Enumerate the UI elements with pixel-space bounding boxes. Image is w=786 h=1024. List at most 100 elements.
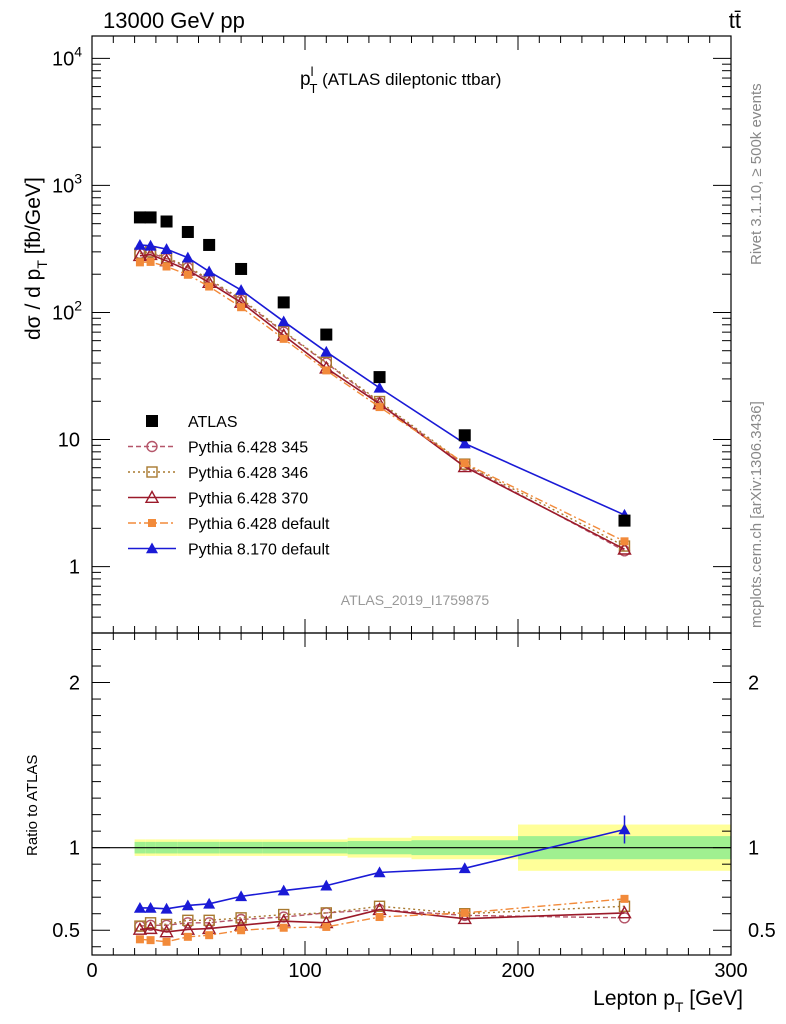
point-p8def [458, 437, 471, 449]
x-axis-label: Lepton pT [GeV] [593, 987, 743, 1015]
legend-label: Pythia 6.428 370 [188, 491, 308, 508]
header-left: 13000 GeV pp [103, 8, 245, 33]
legend-label: ATLAS [188, 414, 238, 431]
point-p346 [235, 912, 247, 924]
axes: 0 100 200 300 1 10 102 103 104 0.5 0.5 1 1 2 2 [52, 36, 776, 982]
point-p8def [144, 239, 157, 251]
y-tick-label: 102 [52, 297, 82, 324]
point-p6def [279, 923, 288, 932]
point-p6def [183, 270, 192, 279]
ratio-line-p345 [139, 908, 625, 927]
point-p8def [373, 866, 386, 878]
point-p8def [277, 315, 290, 327]
ratio-tick-label-right: 0.5 [748, 920, 776, 942]
y-tick-label: 104 [52, 43, 82, 70]
point-p8def [235, 284, 248, 295]
atlas-point [277, 296, 290, 309]
point-p6def [620, 894, 629, 903]
atlas-point [373, 371, 386, 384]
point-p8def [133, 901, 146, 913]
point-p6def [375, 913, 384, 922]
atlas-point [203, 238, 216, 251]
x-tick-label: 0 [86, 960, 97, 982]
atlas-point [458, 429, 471, 442]
legend: ATLAS Pythia 6.428 345 Pythia 6.428 346 Pyt… [128, 414, 330, 559]
ratio-bands [92, 824, 731, 871]
legend-label: Pythia 6.428 default [188, 516, 330, 533]
mcplots-label: mcplots.cern.ch [arXiv:1306.3436] [748, 401, 765, 628]
point-p346 [182, 914, 194, 927]
ratio-tick-label-right: 1 [748, 838, 759, 860]
point-p6def [146, 257, 155, 266]
legend-entry-p370: Pythia 6.428 370 [128, 490, 308, 508]
legend-label: Pythia 6.428 345 [188, 440, 308, 457]
x-tick-label: 300 [714, 960, 747, 982]
point-p8def [144, 901, 157, 913]
legend-marker [146, 542, 158, 554]
main-line-p345 [139, 252, 625, 552]
y-tick-label: 103 [52, 170, 82, 197]
point-p6def [620, 537, 629, 546]
point-p346 [278, 908, 290, 921]
point-p370 [617, 541, 632, 555]
point-p8def [373, 381, 386, 393]
legend-marker [146, 440, 158, 453]
point-p6def [237, 303, 246, 312]
point-p6def [205, 931, 214, 940]
point-p370 [617, 905, 632, 919]
ratio-tick-label-left: 1 [69, 838, 80, 860]
legend-entry-p345: Pythia 6.428 345 [128, 440, 308, 457]
plot-title-rest: (ATLAS dileptonic ttbar) [317, 70, 501, 89]
point-p6def [237, 926, 246, 935]
point-p6def [162, 937, 171, 946]
ratio-tick-label-left: 2 [69, 673, 80, 695]
point-p6def [135, 935, 144, 944]
point-p8def [203, 265, 216, 277]
point-p370 [159, 924, 174, 938]
ratio-tick-label-left: 0.5 [52, 920, 80, 942]
main-line-p346 [139, 251, 625, 547]
point-p6def [460, 908, 469, 917]
atlas-point [320, 328, 333, 341]
point-p8def [181, 251, 194, 263]
ratio-series-p370 [132, 902, 632, 938]
point-p8def [458, 862, 471, 874]
point-p6def [135, 258, 144, 267]
point-p8def [160, 243, 173, 254]
x-tick-label: 100 [288, 960, 321, 982]
y-tick-label: 1 [69, 557, 80, 579]
ratio-series-p6def [135, 894, 629, 946]
atlas-point [160, 215, 173, 228]
atlas-point [618, 514, 631, 527]
y-tick-label: 10 [58, 430, 80, 452]
legend-label: Pythia 6.428 346 [188, 465, 308, 482]
atlas-point [146, 415, 158, 427]
point-p370 [457, 911, 472, 925]
point-p6def [375, 403, 384, 412]
main-line-p370 [139, 253, 625, 550]
rivet-label: Rivet 3.1.10, ≥ 500k events [748, 83, 765, 265]
point-p346 [459, 458, 471, 470]
plot-title-sup: l [311, 64, 314, 79]
atlas-point [235, 262, 248, 275]
point-p8def [235, 890, 248, 902]
point-p6def [205, 282, 214, 291]
atlas-point [181, 225, 194, 238]
plot-title-sub: T [309, 81, 317, 96]
main-series-p6def [135, 257, 629, 546]
point-p6def [146, 936, 155, 945]
plot-title: pl T (ATLAS dileptonic ttbar) [300, 64, 501, 96]
atlas-point [144, 211, 157, 224]
point-p8def [320, 345, 333, 357]
legend-label: Pythia 8.170 default [188, 542, 330, 559]
point-p370 [132, 921, 148, 935]
point-p6def [322, 922, 331, 931]
point-p6def [322, 366, 331, 375]
header-right: tt̄ [729, 8, 741, 33]
ratio-line-p370 [139, 908, 625, 933]
analysis-label: ATLAS_2019_I1759875 [341, 592, 490, 608]
main-series-atlas [133, 211, 631, 527]
legend-entry-atlas: ATLAS [146, 414, 238, 431]
main-y-label: dσ / d pT [fb/GeV] [22, 177, 50, 340]
